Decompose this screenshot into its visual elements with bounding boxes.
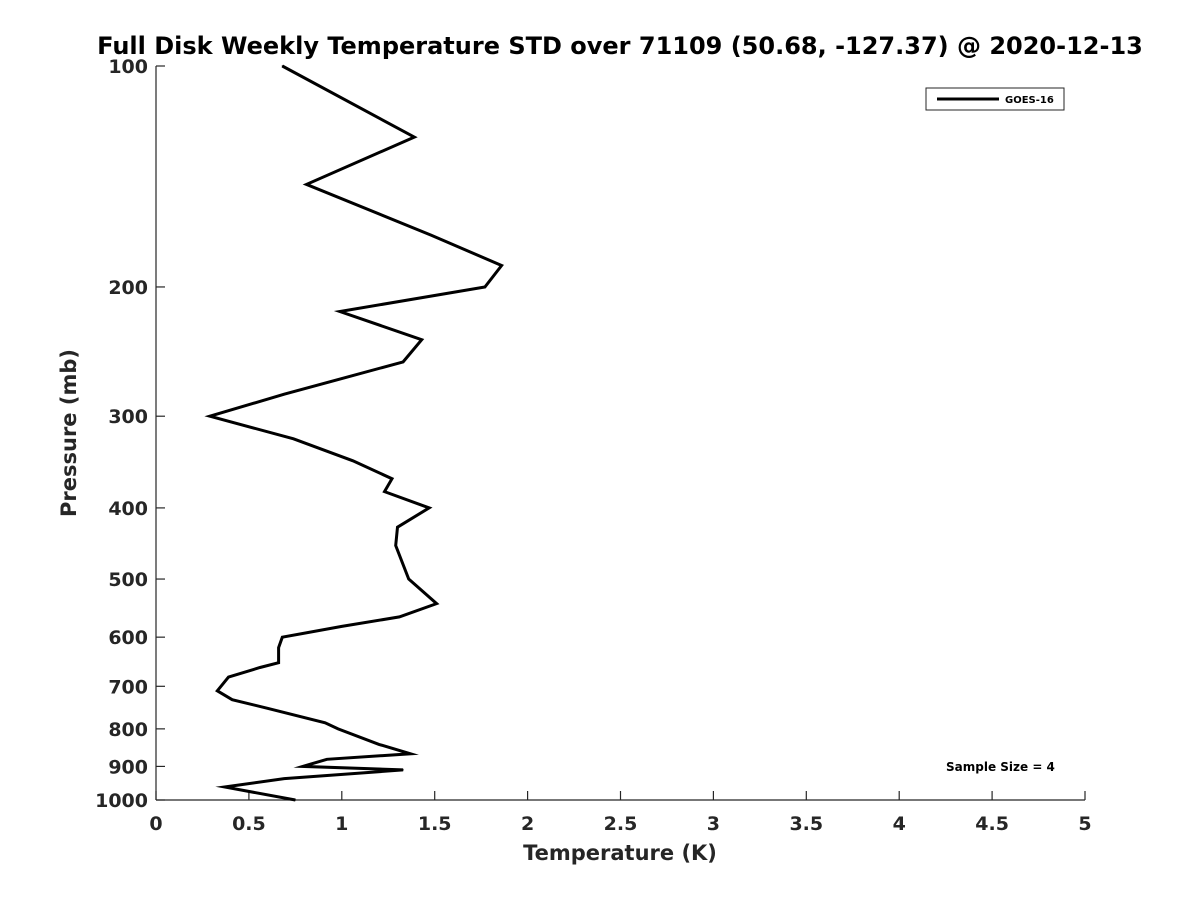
series-layer bbox=[204, 64, 504, 802]
data-point bbox=[341, 625, 343, 628]
data-point bbox=[352, 460, 354, 462]
x-tick-label: 5 bbox=[1078, 813, 1091, 835]
x-ticks: 0 0.5 1 1.5 2 2.5 3 3.5 4 4.5 5 bbox=[149, 791, 1092, 835]
data-point bbox=[231, 699, 233, 701]
data-point bbox=[216, 690, 218, 692]
data-point bbox=[278, 647, 280, 649]
x-tick-label: 1 bbox=[335, 813, 348, 835]
y-axis-label: Pressure (mb) bbox=[57, 349, 81, 517]
data-point bbox=[292, 438, 295, 440]
data-point bbox=[283, 778, 285, 780]
x-tick-label: 4 bbox=[893, 813, 906, 835]
data-point bbox=[337, 728, 339, 730]
y-tick-label: 1000 bbox=[95, 790, 148, 812]
data-point bbox=[326, 758, 328, 760]
data-point bbox=[339, 310, 341, 313]
data-point bbox=[266, 707, 269, 709]
data-point bbox=[396, 526, 399, 528]
y-tick-label: 600 bbox=[108, 627, 148, 649]
x-tick-label: 0 bbox=[149, 813, 162, 835]
data-point bbox=[283, 393, 285, 395]
data-point bbox=[281, 65, 283, 67]
x-tick-label: 2.5 bbox=[604, 813, 638, 835]
y-ticks: 100 200 300 400 500 600 700 800 900 1000 bbox=[95, 56, 165, 812]
data-point bbox=[395, 544, 397, 547]
data-point bbox=[383, 491, 386, 493]
y-tick-label: 700 bbox=[108, 676, 148, 698]
data-point bbox=[408, 578, 410, 580]
data-point bbox=[413, 136, 415, 138]
data-point bbox=[428, 507, 430, 509]
data-point bbox=[227, 676, 230, 678]
data-point bbox=[409, 753, 412, 755]
x-tick-label: 2 bbox=[521, 813, 534, 835]
data-point bbox=[391, 478, 393, 480]
data-point bbox=[436, 603, 438, 605]
data-point bbox=[398, 616, 400, 618]
x-axis-label: Temperature (K) bbox=[523, 841, 717, 865]
x-tick-label: 0.5 bbox=[232, 813, 266, 835]
y-tick-label: 800 bbox=[108, 719, 148, 741]
y-tick-label: 300 bbox=[108, 406, 148, 428]
series-line-goes-16 bbox=[204, 64, 504, 802]
data-point bbox=[302, 765, 304, 768]
data-point bbox=[402, 361, 404, 363]
data-point bbox=[259, 666, 261, 669]
data-point bbox=[378, 743, 380, 746]
sample-size-annotation: Sample Size = 4 bbox=[946, 760, 1055, 774]
data-point bbox=[324, 722, 326, 724]
data-point bbox=[278, 662, 280, 664]
x-tick-label: 3.5 bbox=[789, 813, 823, 835]
y-tick-label: 400 bbox=[108, 498, 148, 520]
y-tick-label: 100 bbox=[108, 56, 148, 78]
x-tick-label: 3 bbox=[707, 813, 720, 835]
data-point bbox=[430, 234, 432, 236]
data-point bbox=[209, 415, 211, 417]
data-point bbox=[421, 339, 423, 341]
y-tick-label: 900 bbox=[108, 756, 148, 778]
legend-label-goes-16: GOES-16 bbox=[1005, 95, 1054, 106]
chart-title: Full Disk Weekly Temperature STD over 71… bbox=[97, 32, 1143, 60]
data-point bbox=[501, 264, 503, 267]
y-tick-label: 500 bbox=[108, 569, 148, 591]
data-point bbox=[281, 636, 283, 638]
x-tick-label: 1.5 bbox=[418, 813, 452, 835]
data-point bbox=[294, 799, 296, 801]
legend: GOES-16 bbox=[925, 87, 1065, 111]
data-point bbox=[402, 769, 404, 771]
x-tick-label: 4.5 bbox=[975, 813, 1009, 835]
axes bbox=[155, 66, 1085, 801]
data-point bbox=[305, 183, 308, 185]
data-point bbox=[224, 786, 226, 788]
y-tick-label: 200 bbox=[108, 277, 148, 299]
data-point bbox=[484, 286, 486, 288]
